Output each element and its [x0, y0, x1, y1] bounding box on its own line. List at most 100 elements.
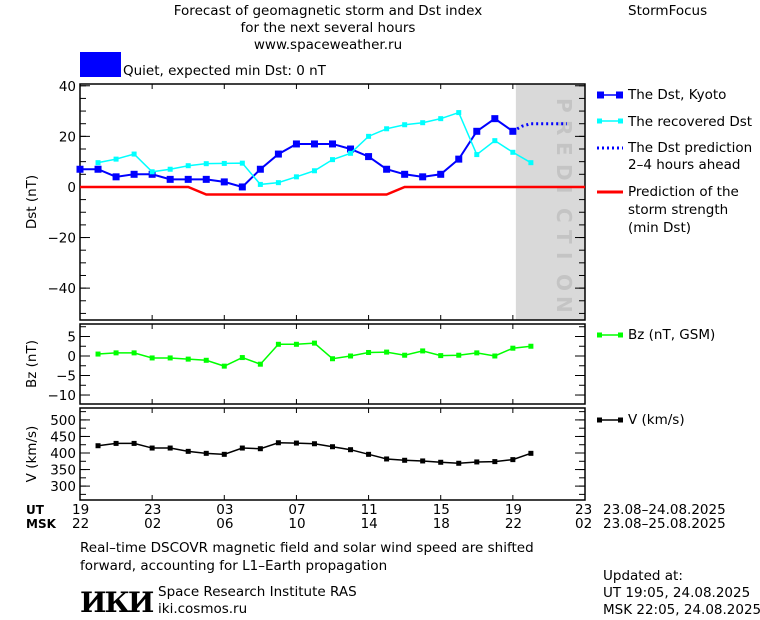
panel-frame — [79, 407, 586, 501]
data-point — [95, 160, 101, 166]
status-color-box — [80, 52, 121, 77]
legend-dst-kyoto: The Dst, Kyoto — [628, 87, 727, 103]
updated-label: Updated at: — [603, 568, 683, 584]
data-point — [437, 170, 445, 178]
legend-marker-icon — [616, 91, 623, 99]
prediction-letter: T — [552, 230, 576, 244]
legend-marker-icon — [597, 332, 602, 338]
msk-date-range: 23.08–25.08.2025 — [603, 516, 726, 532]
data-point — [185, 448, 191, 454]
y-tick-label: 400 — [50, 446, 76, 462]
data-point — [474, 152, 480, 158]
note-line2: forward, accounting for L1–Earth propaga… — [80, 558, 388, 574]
msk-tick-label: 02 — [144, 516, 162, 532]
data-point — [491, 115, 499, 123]
data-point — [131, 151, 137, 157]
data-point — [402, 457, 408, 463]
data-point — [510, 345, 516, 351]
prediction-letter: I — [552, 186, 576, 193]
legend-marker-icon — [597, 417, 602, 423]
data-point — [366, 451, 372, 457]
data-point — [113, 440, 119, 446]
data-point — [220, 178, 228, 186]
data-point — [76, 165, 84, 173]
data-point — [311, 168, 317, 174]
data-point — [203, 161, 209, 167]
data-point — [347, 145, 355, 153]
data-point — [492, 138, 498, 144]
data-point — [330, 157, 335, 163]
data-point — [366, 349, 372, 355]
data-point — [474, 459, 480, 465]
series-line — [97, 342, 531, 367]
data-point — [203, 450, 209, 456]
data-point — [95, 351, 101, 357]
data-point — [492, 353, 498, 359]
data-point — [293, 341, 299, 347]
legend-v: V (km/s) — [628, 412, 685, 428]
legend-storm-1: Prediction of the — [628, 184, 739, 200]
ut-tick-label: 19 — [504, 502, 523, 518]
series-line — [512, 122, 567, 133]
data-point — [239, 445, 245, 451]
prediction-letter: C — [552, 208, 576, 223]
institute-name: Space Research Institute RAS — [158, 584, 357, 600]
data-point — [528, 343, 534, 349]
prediction-letter: E — [552, 142, 576, 156]
website-link[interactable]: www.spaceweather.ru — [253, 37, 403, 53]
legend-recovered: The recovered Dst — [628, 114, 753, 130]
series-bz-nt-gsm- — [95, 340, 534, 369]
institute-link[interactable]: iki.cosmos.ru — [158, 601, 248, 617]
data-point — [366, 133, 372, 139]
data-point — [221, 363, 227, 369]
msk-tick-label: 18 — [432, 516, 450, 532]
data-point — [348, 447, 354, 453]
y-tick-label: 0 — [67, 180, 76, 196]
data-point — [402, 122, 408, 128]
series-the-recovered-dst — [95, 110, 534, 187]
data-point — [149, 355, 155, 361]
msk-tick-label: 06 — [216, 516, 234, 532]
msk-label: MSK — [26, 517, 56, 531]
panel-frame — [79, 323, 586, 405]
data-point — [528, 160, 534, 166]
data-point — [420, 458, 426, 464]
data-point — [256, 165, 264, 173]
data-point — [113, 350, 119, 356]
data-point — [438, 459, 444, 465]
data-point — [348, 353, 354, 359]
series-v-km-s- — [95, 440, 534, 466]
data-point — [528, 450, 534, 456]
y-tick-label: −40 — [48, 281, 77, 297]
data-point — [330, 444, 335, 450]
updated-ut: UT 19:05, 24.08.2025 — [603, 585, 751, 601]
ut-tick-label: 23 — [575, 502, 593, 518]
data-point — [293, 440, 299, 446]
data-point — [420, 348, 426, 354]
ut-tick-label: 19 — [72, 502, 90, 518]
data-point — [384, 456, 390, 462]
ut-date-range: 23.08–24.08.2025 — [603, 502, 726, 518]
data-point — [184, 175, 192, 183]
data-point — [438, 353, 444, 359]
legend-storm-2: storm strength — [628, 202, 729, 218]
data-point — [167, 166, 173, 172]
data-point — [492, 459, 498, 465]
ut-tick-label: 15 — [432, 502, 450, 518]
data-point — [474, 350, 480, 356]
data-point — [275, 180, 281, 186]
data-point — [383, 165, 391, 173]
data-point — [131, 440, 137, 446]
data-point — [167, 445, 173, 451]
data-point — [419, 173, 427, 181]
y-tick-label: −20 — [48, 231, 77, 247]
prediction-letter: P — [552, 98, 576, 113]
data-point — [384, 349, 390, 355]
y-tick-label: 5 — [67, 329, 76, 345]
data-point — [473, 127, 481, 135]
legend-marker-icon — [597, 91, 604, 99]
y-tick-label: 450 — [50, 429, 76, 445]
data-point — [365, 153, 373, 161]
ut-tick-label: 07 — [288, 502, 306, 518]
